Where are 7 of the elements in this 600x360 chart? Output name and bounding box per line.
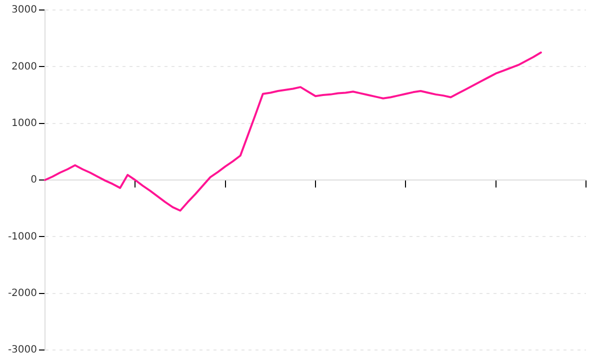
y-tick-label: -3000 [8,344,37,356]
y-tick-label: 1000 [12,118,37,129]
y-tick-label: 2000 [12,61,37,72]
y-tick-label: 3000 [12,4,37,16]
y-tick-label: -1000 [8,231,37,242]
y-tick-label: -2000 [8,288,37,299]
y-tick-label: 0 [30,174,37,186]
